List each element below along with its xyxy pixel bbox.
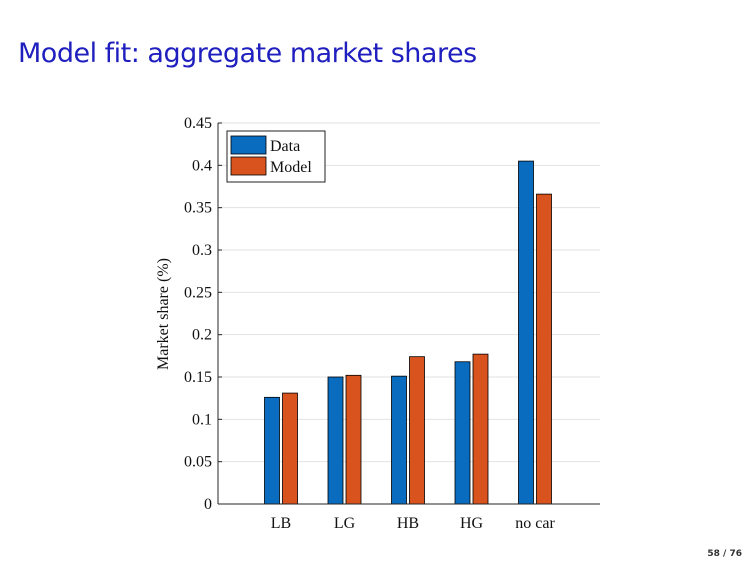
y-tick-label: 0.35 — [184, 200, 212, 217]
x-tick-label: no car — [515, 515, 555, 532]
legend-label-data: Data — [270, 138, 300, 155]
tick-labels: 0 0.05 0.1 0.15 0.2 0.25 0.3 0.35 0.4 0.45 LB LG HB H… — [184, 115, 555, 532]
y-tick-label: 0.2 — [192, 327, 212, 344]
x-tick-label: LB — [271, 515, 291, 532]
legend: Data Model — [226, 130, 326, 183]
y-tick-label: 0.3 — [192, 242, 212, 259]
y-tick-label: 0.45 — [184, 115, 212, 132]
legend-swatch-model — [230, 156, 267, 176]
x-tick-label: HG — [460, 515, 484, 532]
x-tick-label: HB — [397, 515, 419, 532]
y-tick-label: 0.05 — [184, 454, 212, 471]
legend-swatch-data — [230, 135, 267, 155]
bar-model-hg — [472, 353, 489, 505]
y-tick-label: 0.4 — [192, 157, 212, 174]
bar-data-lb — [264, 396, 280, 505]
y-tick-label: 0 — [204, 496, 212, 513]
slide-title: Model fit: aggregate market shares — [18, 38, 477, 69]
y-tick-label: 0.15 — [184, 369, 212, 386]
bar-data-no-car — [518, 160, 534, 505]
page-number: 58 / 76 — [707, 549, 742, 559]
bar-data-lg — [327, 376, 344, 505]
bar-data-hg — [454, 361, 471, 505]
y-tick-label: 0.1 — [192, 411, 212, 428]
axes — [217, 122, 600, 505]
bar-model-lb — [282, 392, 298, 505]
bar-model-hb — [409, 356, 425, 505]
legend-label-model: Model — [270, 159, 312, 176]
bar-model-lg — [345, 374, 362, 505]
bar-data-hb — [391, 375, 407, 505]
bars — [264, 160, 552, 505]
x-tick-label: LG — [334, 515, 356, 532]
y-tick-label: 0.25 — [184, 284, 212, 301]
bar-model-no-car — [536, 193, 552, 505]
y-axis-label: Market share (%) — [155, 258, 172, 370]
